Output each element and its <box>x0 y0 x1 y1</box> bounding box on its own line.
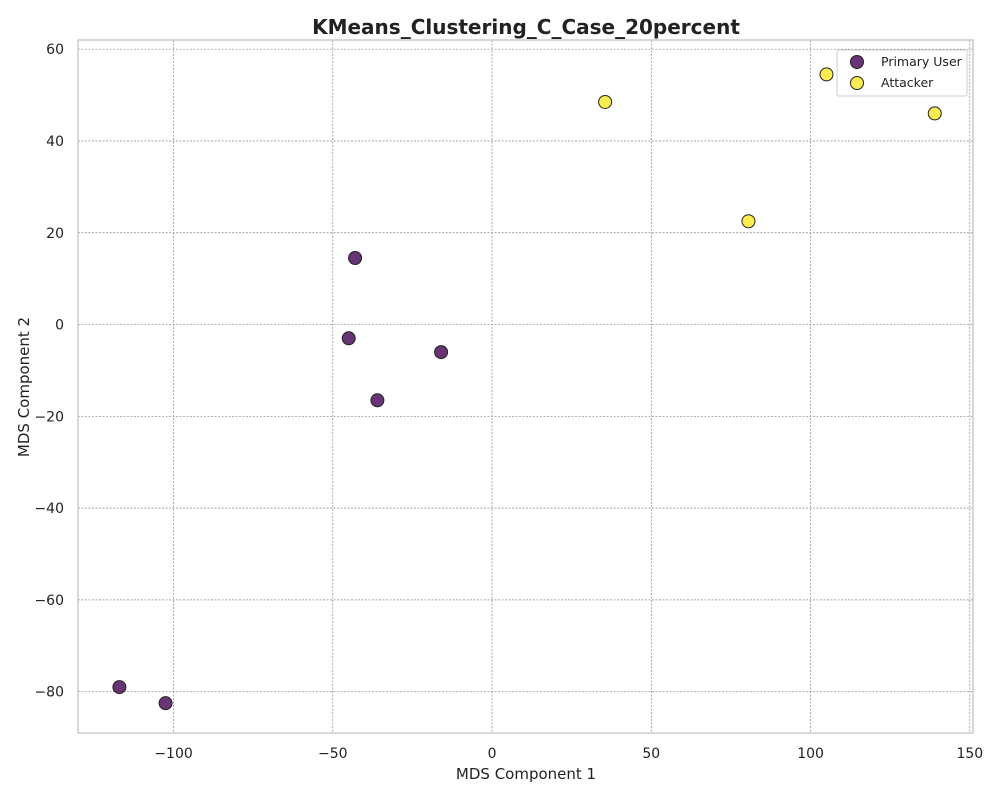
chart-title: KMeans_Clustering_C_Case_20percent <box>312 15 740 39</box>
data-point-primary-user <box>112 680 127 695</box>
y-tick-label: −40 <box>34 501 64 517</box>
legend: Primary User Attacker <box>836 49 968 97</box>
data-point-attacker <box>741 214 756 229</box>
legend-label: Primary User <box>881 54 963 69</box>
data-point-primary-user <box>370 393 385 408</box>
y-tick-label: 0 <box>55 318 64 334</box>
y-tick-label: 40 <box>46 134 64 150</box>
x-tick-label: −50 <box>318 746 348 762</box>
legend-box <box>836 49 968 97</box>
x-tick-label: 0 <box>488 746 497 762</box>
data-point-attacker <box>819 67 834 82</box>
x-tick-label: 50 <box>642 746 660 762</box>
legend-label: Attacker <box>881 75 934 90</box>
y-tick-label: −20 <box>34 409 64 425</box>
y-axis-label: MDS Component 2 <box>15 317 33 457</box>
data-point-primary-user <box>341 331 356 346</box>
x-tick-label: 150 <box>956 746 983 762</box>
grid <box>78 40 973 733</box>
data-point-attacker <box>598 94 613 109</box>
y-tick-label: 60 <box>46 42 64 58</box>
data-points <box>112 67 942 711</box>
y-tick-label: −80 <box>34 685 64 701</box>
plot-area-border <box>77 39 974 734</box>
y-tick-label: 20 <box>46 226 64 242</box>
data-point-primary-user <box>158 696 173 711</box>
data-point-primary-user <box>434 345 449 360</box>
x-tick-label: −100 <box>154 746 192 762</box>
y-tick-label: −60 <box>34 593 64 609</box>
data-point-primary-user <box>348 250 363 265</box>
x-axis-label: MDS Component 1 <box>456 765 596 783</box>
x-tick-label: 100 <box>797 746 824 762</box>
tick-labels: −100 −50 0 50 100 150 60 40 20 0 −20 −40 −60 −80 <box>34 42 983 762</box>
legend-marker <box>850 76 864 90</box>
legend-marker <box>850 55 864 69</box>
data-point-attacker <box>927 106 942 121</box>
